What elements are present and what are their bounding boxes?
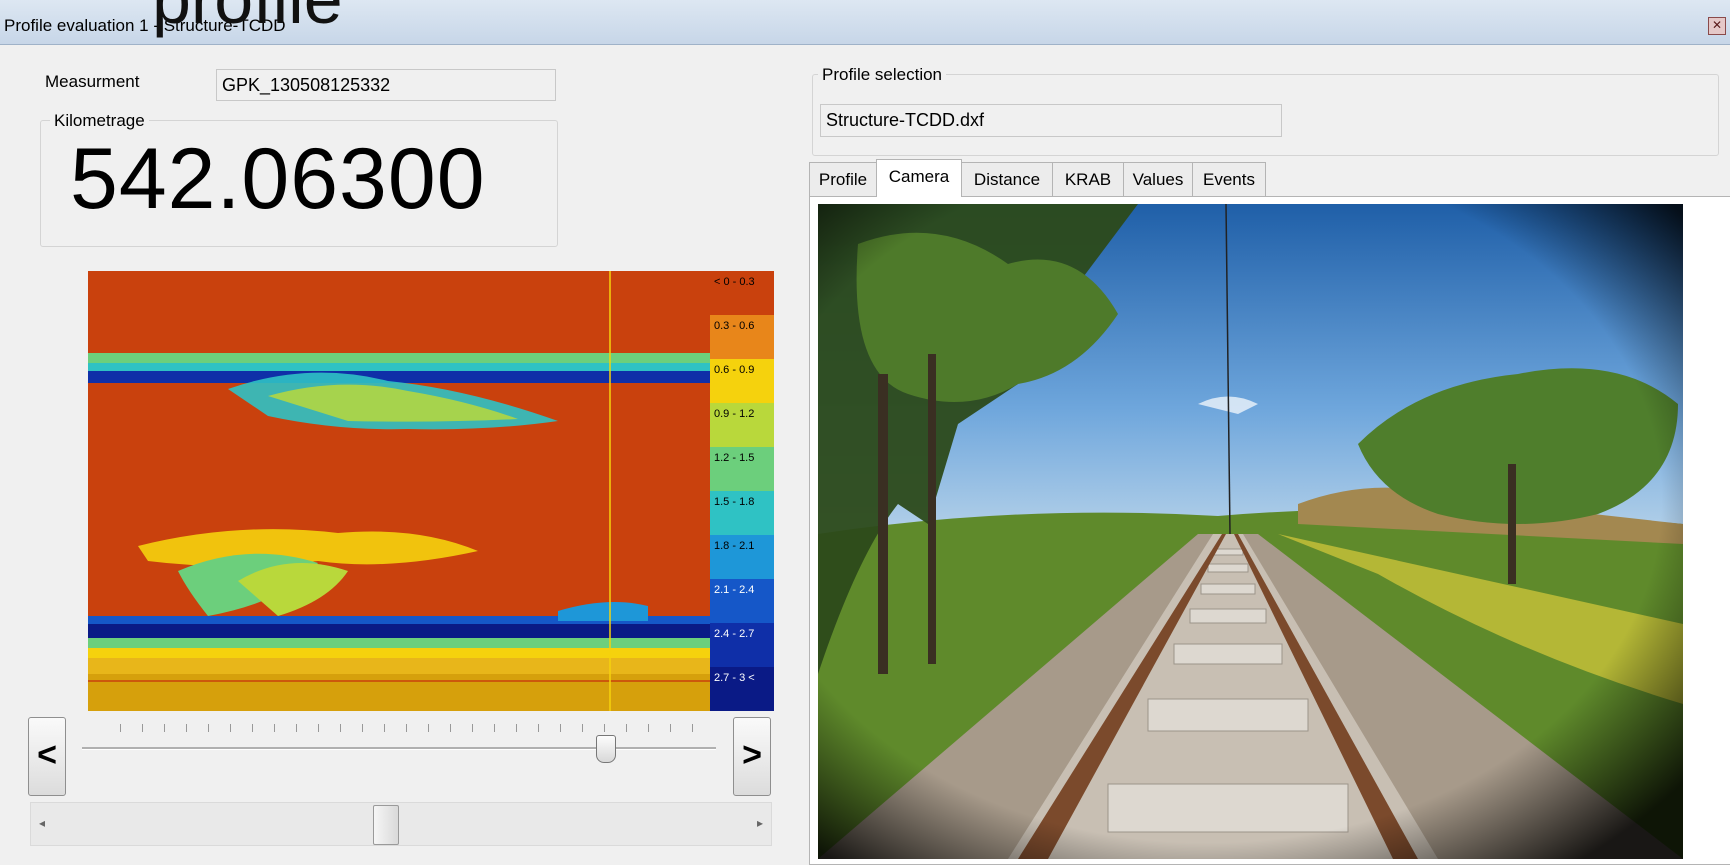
- camera-image: [818, 204, 1683, 859]
- legend-label: 0.9 - 1.2: [714, 408, 754, 420]
- legend-label: 0.6 - 0.9: [714, 364, 754, 376]
- profile-selection-label: Profile selection: [818, 65, 947, 85]
- legend-swatch: [710, 579, 774, 623]
- slider-ticks: [120, 724, 700, 732]
- horizontal-scrollbar[interactable]: ◂ ▸: [30, 802, 772, 846]
- legend-swatch: [710, 315, 774, 359]
- measurement-field[interactable]: GPK_130508125332: [216, 69, 556, 101]
- close-icon[interactable]: ✕: [1708, 17, 1726, 35]
- legend-swatch: [710, 271, 774, 315]
- legend-swatch: [710, 667, 774, 711]
- legend-swatch: [710, 359, 774, 403]
- scroll-right-icon[interactable]: ▸: [756, 816, 763, 830]
- profile-selection-field[interactable]: Structure-TCDD.dxf: [820, 104, 1282, 137]
- measurement-label: Measurment: [45, 72, 140, 91]
- legend-swatch: [710, 447, 774, 491]
- legend-swatch: [710, 623, 774, 667]
- legend-label: 2.1 - 2.4: [714, 584, 754, 596]
- legend-swatch: [710, 403, 774, 447]
- prev-button[interactable]: <: [28, 717, 66, 796]
- legend-label: 2.4 - 2.7: [714, 628, 754, 640]
- legend-label: < 0 - 0.3: [714, 276, 755, 288]
- window-title: Profile evaluation 1 - Structure-TCDD: [4, 16, 286, 35]
- window-client: Measurment GPK_130508125332 Kilometrage …: [0, 45, 1730, 865]
- position-slider-thumb[interactable]: [596, 735, 616, 763]
- kilometrage-label: Kilometrage: [50, 111, 149, 131]
- tab-krab[interactable]: KRAB: [1052, 162, 1124, 196]
- profile-selection-group: [812, 74, 1719, 156]
- next-button[interactable]: >: [733, 717, 771, 796]
- scrollbar-thumb[interactable]: [373, 805, 399, 845]
- tab-profile[interactable]: Profile: [809, 162, 877, 196]
- tab-camera[interactable]: Camera: [876, 159, 962, 197]
- profile-heatmap: < 0 - 0.3 0.3 - 0.6 0.6 - 0.9 0.9 - 1.2 1.2 …: [88, 271, 774, 711]
- scroll-left-icon[interactable]: ◂: [39, 816, 46, 830]
- legend-swatch: [710, 491, 774, 535]
- heatmap-legend: < 0 - 0.3 0.3 - 0.6 0.6 - 0.9 0.9 - 1.2 1.2 …: [710, 271, 774, 711]
- tab-distance[interactable]: Distance: [961, 162, 1053, 196]
- tab-values[interactable]: Values: [1123, 162, 1193, 196]
- overlay-caption: profile: [152, 0, 343, 34]
- title-bar: Profile evaluation 1 - Structure-TCDD ✕: [0, 0, 1730, 45]
- kilometrage-value: 542.06300: [70, 131, 486, 227]
- legend-label: 2.7 - 3 <: [714, 672, 755, 684]
- position-slider-track[interactable]: [82, 747, 716, 750]
- legend-label: 1.8 - 2.1: [714, 540, 754, 552]
- legend-swatch: [710, 535, 774, 579]
- legend-label: 1.5 - 1.8: [714, 496, 754, 508]
- kilometrage-group: [40, 120, 558, 247]
- legend-label: 0.3 - 0.6: [714, 320, 754, 332]
- legend-label: 1.2 - 1.5: [714, 452, 754, 464]
- tab-events[interactable]: Events: [1192, 162, 1266, 196]
